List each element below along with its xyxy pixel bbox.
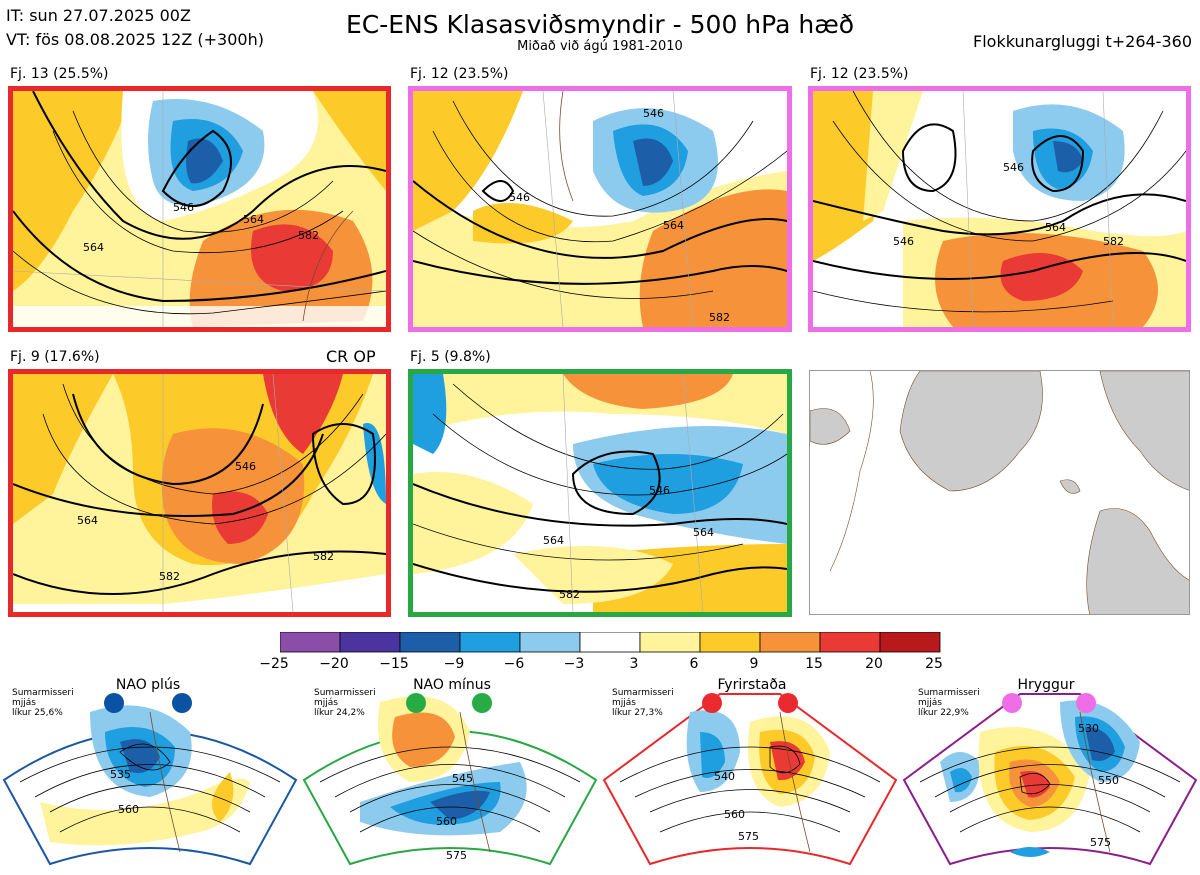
regime-title: NAO mínus [413,677,491,693]
contour-label: 545 [452,772,473,785]
contour-label: 564 [543,534,564,547]
colorbar-tick: −6 [503,656,525,672]
contour-label: 560 [118,803,139,816]
contour-label: 546 [649,484,670,497]
contour-label: 540 [714,770,735,783]
contour-label: 546 [235,460,256,473]
regime-dot [472,693,492,713]
colorbar-swatch [579,631,641,653]
colorbar-swatch [399,631,461,653]
colorbar-tick: 3 [629,656,639,672]
cluster-map-3: 546 564 582 546 [808,86,1191,332]
regime-nao-plus [0,672,300,871]
regime-note: Sumarmisseri mjjás líkur 24,2% [314,688,376,718]
contour-label: 560 [436,815,457,828]
regime-blocking [600,672,900,871]
cluster-map-5: 546 564 582 564 [408,369,792,617]
colorbar-tick: 6 [689,656,699,672]
classification-window: Flokkunargluggi t+264-360 [973,32,1192,51]
contour-label: 582 [159,570,180,583]
colorbar-tick: −3 [563,656,585,672]
regime-title: NAO plús [115,677,181,693]
colorbar-swatch [639,631,701,653]
regime-note: Sumarmisseri mjjás líkur 25,6% [12,688,74,718]
colorbar-tick: −20 [319,656,349,672]
page-subtitle: Miðað við ágú 1981-2010 [517,39,683,54]
contour-label: 582 [313,550,334,563]
colorbar-swatch [879,631,941,653]
contour-label: 535 [110,768,131,781]
contour-label: 564 [243,213,264,226]
colorbar-swatch [759,631,821,653]
contour-label: 546 [1003,161,1024,174]
contour-label: 546 [893,235,914,248]
colorbar-swatch [459,631,521,653]
regime-dot [104,693,124,713]
regime-dot [1076,693,1096,713]
regime-dot [1002,693,1022,713]
contour-label: 530 [1078,722,1099,735]
contour-label: 564 [83,241,104,254]
colorbar-tick: 20 [865,656,883,672]
regime-note: Sumarmisseri mjjás líkur 22,9% [918,688,980,718]
regime-nao-minus [300,672,600,871]
panel-2-label: Fj. 12 (23.5%) [410,66,509,82]
cluster-map-2: 546 546 564 582 [408,86,792,332]
contour-label: 564 [1045,221,1066,234]
contour-label: 546 [643,107,664,120]
cluster-map-4: 564 582 546 582 [8,369,391,617]
colorbar-tick: −25 [259,656,289,672]
contour-label: 582 [709,311,730,324]
colorbar-swatch [279,631,341,653]
panel-3-label: Fj. 12 (23.5%) [810,66,909,82]
panel-4-label: Fj. 9 (17.6%) [10,349,100,365]
colorbar-tick: 15 [805,656,823,672]
colorbar-tick: −15 [379,656,409,672]
page-title: EC-ENS Klasasviðsmyndir - 500 hPa hæð [345,10,855,39]
colorbar-swatch [339,631,401,653]
contour-label: 564 [77,514,98,527]
regime-title: Fyrirstaða [717,677,787,693]
regime-dot [778,693,798,713]
colorbar-tick: 25 [925,656,943,672]
contour-label: 560 [724,808,745,821]
colorbar-tick: 9 [749,656,759,672]
panel-1-label: Fj. 13 (25.5%) [10,66,109,82]
contour-label: 546 [173,201,194,214]
colorbar-swatch [699,631,761,653]
cr-op-label: CR OP [326,347,376,366]
panel-5-label: Fj. 5 (9.8%) [410,349,491,365]
colorbar-swatch [819,631,881,653]
regime-dot [172,693,192,713]
regime-ridge [900,672,1200,871]
contour-label: 564 [693,526,714,539]
regime-dot [406,693,426,713]
contour-label: 564 [663,219,684,232]
regime-note: Sumarmisseri mjjás líkur 27,3% [612,688,674,718]
valid-time: VT: fös 08.08.2025 12Z (+300h) [6,30,264,49]
colorbar-tick: −9 [443,656,465,672]
contour-label: 550 [1098,774,1119,787]
contour-label: 575 [1090,836,1111,849]
reference-map [809,370,1190,615]
contour-label: 546 [509,191,530,204]
contour-label: 575 [446,849,467,862]
regime-title: Hryggur [1017,677,1075,693]
cluster-map-1: 546 564 582 564 [8,86,391,332]
contour-label: 582 [298,229,319,242]
contour-label: 582 [559,588,580,601]
contour-label: 582 [1103,235,1124,248]
colorbar [279,631,942,658]
colorbar-swatch [519,631,581,653]
regime-dot [702,693,722,713]
contour-label: 575 [738,830,759,843]
init-time: IT: sun 27.07.2025 00Z [6,6,191,25]
